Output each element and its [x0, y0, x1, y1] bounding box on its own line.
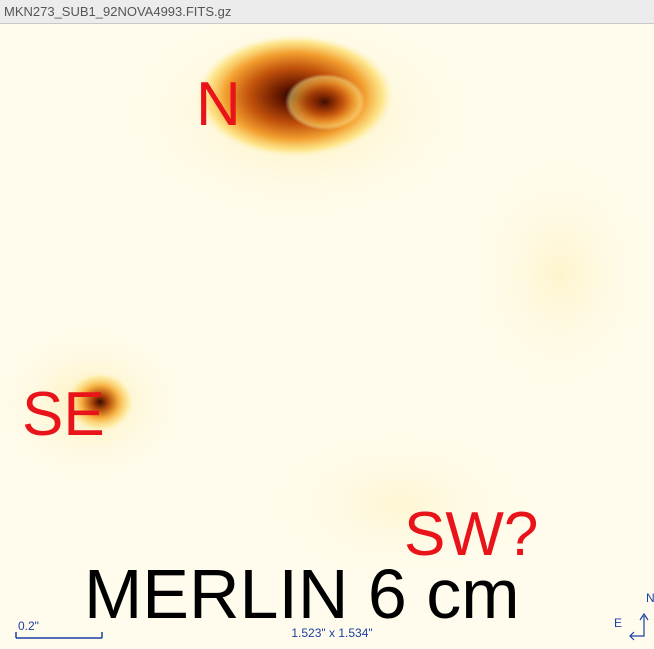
- fits-image: N SE SW? MERLIN 6 cm 0.2" 1.523" x 1.534…: [0, 24, 654, 649]
- scale-label: 0.2": [18, 619, 39, 633]
- haze: [450, 134, 654, 414]
- label-southeast: SE: [22, 380, 105, 449]
- caption: MERLIN 6 cm: [84, 555, 520, 633]
- label-southwest: SW?: [404, 500, 538, 569]
- compass-north: N: [646, 591, 654, 605]
- compass: [629, 612, 649, 641]
- source-southeast: [66, 372, 134, 432]
- window-title: MKN273_SUB1_92NOVA4993.FITS.gz: [0, 0, 654, 24]
- label-north: N: [196, 70, 241, 139]
- source-north: [285, 74, 365, 130]
- field-size: 1.523" x 1.534": [291, 626, 372, 640]
- compass-east: E: [614, 616, 622, 630]
- haze: [240, 414, 560, 594]
